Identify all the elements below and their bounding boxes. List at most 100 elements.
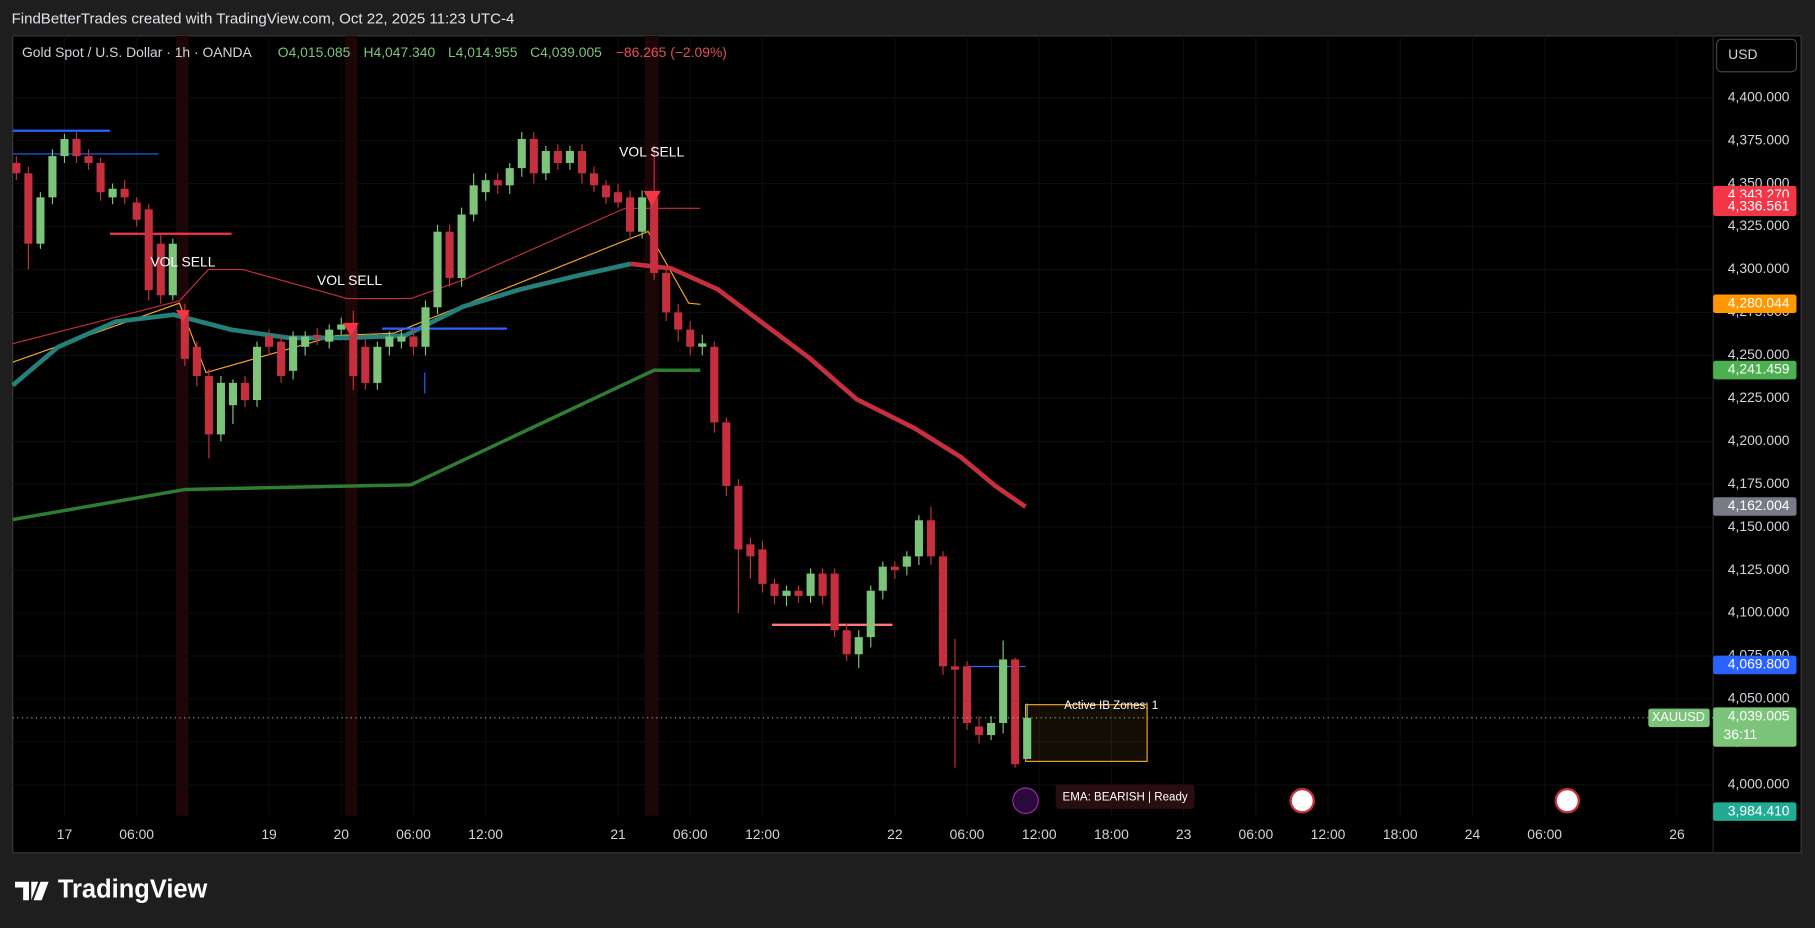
- y-tick-label: 4,175.000: [1728, 475, 1790, 491]
- candle-body: [132, 202, 141, 220]
- currency[interactable]: USD: [1728, 46, 1757, 62]
- candle-body: [878, 566, 887, 591]
- candle-body: [975, 726, 984, 736]
- x-tick-label: 17: [57, 826, 73, 842]
- ib-zone: [1024, 704, 1148, 762]
- candle-body: [722, 422, 731, 486]
- x-tick-label: 12:00: [1311, 826, 1346, 842]
- price-label-box: [1713, 655, 1797, 675]
- x-tick-label: 06:00: [950, 826, 985, 842]
- candle-body: [577, 150, 586, 174]
- price-label: 3,984.410: [1728, 802, 1790, 818]
- event-icon[interactable]: [1554, 787, 1581, 814]
- y-tick-label: 4,125.000: [1728, 561, 1790, 577]
- price-label: 4,162.004: [1728, 497, 1790, 513]
- candle-body: [361, 346, 370, 383]
- chart-title: Gold Spot / U.S. Dollar · 1h · OANDA: [22, 44, 253, 60]
- candle-body: [72, 138, 81, 157]
- candle-body: [349, 324, 358, 376]
- candle-body: [325, 329, 334, 342]
- sell-marker: [175, 310, 190, 322]
- candle-body: [770, 583, 779, 596]
- candle-body: [240, 382, 250, 401]
- x-tick-label: 26: [1669, 826, 1685, 842]
- legend-value: H4,047.340: [363, 44, 435, 60]
- y-tick-label: 4,300.000: [1728, 260, 1790, 276]
- signals: VOL SELL VOL SELL VOL SELL Active IB Zon…: [150, 143, 1581, 815]
- currency-button[interactable]: [1716, 38, 1798, 73]
- x-tick-label: 06:00: [1238, 826, 1273, 842]
- candle-body: [866, 590, 875, 638]
- x-tick-label: 12:00: [745, 826, 780, 842]
- candle-body: [818, 573, 827, 596]
- candle-body: [12, 162, 21, 174]
- candle-body: [168, 243, 177, 296]
- price-label-box: [1713, 197, 1797, 216]
- logo-text: TradingView: [58, 876, 208, 904]
- candle-body: [601, 185, 611, 198]
- candle-body: [686, 329, 695, 347]
- candle-body: [108, 188, 117, 198]
- trend-line: [12, 207, 701, 345]
- x-tick-label: 19: [261, 826, 277, 842]
- ma-line: [12, 368, 701, 522]
- candle-body: [842, 630, 851, 655]
- event-icon[interactable]: [1289, 787, 1315, 814]
- candle-body: [830, 573, 839, 631]
- session-band: [344, 35, 358, 816]
- symbol-label: XAUUSD: [1652, 709, 1705, 724]
- candle-body: [397, 336, 406, 342]
- candle-body: [613, 192, 623, 203]
- candle-body: [337, 324, 346, 330]
- status-badge: [1055, 784, 1195, 809]
- candle-body: [505, 168, 514, 186]
- x-tick-label: 20: [334, 826, 350, 842]
- candle-body: [529, 138, 538, 174]
- candle-body: [96, 162, 105, 193]
- candle-body: [626, 197, 635, 232]
- x-tick-label: 06:00: [396, 826, 431, 842]
- candle-body: [228, 382, 238, 406]
- candle-body: [806, 573, 815, 596]
- legend-change: −86.265 (−2.09%): [616, 44, 727, 60]
- annotation: VOL SELL: [619, 143, 684, 159]
- candle-body: [890, 566, 899, 571]
- candle-body: [48, 156, 57, 198]
- annotation: EMA: BEARISH | Ready: [1063, 791, 1188, 803]
- candle-body: [650, 197, 659, 273]
- x-tick-label: 22: [887, 826, 903, 842]
- x-tick-label: 18:00: [1383, 826, 1418, 842]
- logo-mark: [15, 881, 49, 901]
- price-label: 4,039.005: [1728, 707, 1790, 723]
- x-tick-label: 06:00: [119, 826, 154, 842]
- candle-body: [373, 346, 382, 383]
- y-tick-label: 4,375.000: [1728, 131, 1790, 147]
- candle-body: [204, 375, 213, 435]
- candle-body: [565, 150, 574, 163]
- event-icon[interactable]: [1012, 787, 1039, 815]
- candle-body: [938, 556, 948, 667]
- candle-body: [192, 346, 201, 376]
- session-band: [175, 35, 189, 816]
- sell-marker: [342, 322, 359, 336]
- candle-body: [457, 214, 466, 279]
- candle-body: [120, 188, 129, 198]
- candle-body: [469, 185, 478, 215]
- price-label-box: [1713, 497, 1797, 516]
- candle-body: [493, 180, 502, 186]
- candle-body: [156, 243, 165, 296]
- ema-line: [630, 261, 1027, 509]
- candle-body: [746, 544, 755, 557]
- candle-body: [999, 659, 1008, 723]
- candle-body: [782, 590, 791, 596]
- candle-body: [313, 334, 322, 339]
- price-label: 4,280.044: [1728, 294, 1790, 310]
- candle-body: [589, 173, 599, 186]
- legend-value: O4,015.085: [278, 44, 351, 60]
- candle-body: [854, 637, 863, 655]
- candle-body: [24, 173, 33, 244]
- x-tick-label: 12:00: [1022, 826, 1057, 842]
- candle-body: [445, 231, 454, 279]
- candle-body: [902, 556, 911, 567]
